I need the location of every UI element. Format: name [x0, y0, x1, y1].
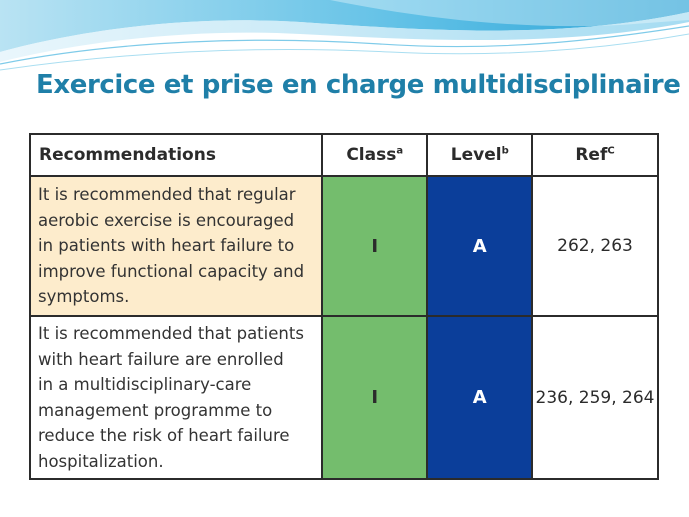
class-value: I — [320, 315, 429, 480]
class-value: I — [320, 175, 429, 317]
ref-value: 236, 259, 264 — [531, 315, 659, 480]
recommendation-text: It is recommended that patients with hea… — [29, 315, 323, 480]
header-class: Classa — [320, 133, 429, 177]
recommendation-text: It is recommended that regular aerobic e… — [29, 175, 323, 317]
recommendations-table: Recommendations Classa Levelb RefC It is… — [29, 133, 659, 480]
level-value: A — [426, 315, 534, 480]
header-level: Levelb — [426, 133, 534, 177]
table-row: It is recommended that regular aerobic e… — [29, 175, 659, 317]
level-value: A — [426, 175, 534, 317]
header-ref: RefC — [531, 133, 659, 177]
slide-title: Exercice et prise en charge multidiscipl… — [36, 70, 681, 100]
header-recommendations: Recommendations — [29, 133, 323, 177]
decorative-wave-banner — [0, 0, 689, 71]
table-header-row: Recommendations Classa Levelb RefC — [29, 133, 659, 177]
ref-value: 262, 263 — [531, 175, 659, 317]
table-row: It is recommended that patients with hea… — [29, 315, 659, 480]
